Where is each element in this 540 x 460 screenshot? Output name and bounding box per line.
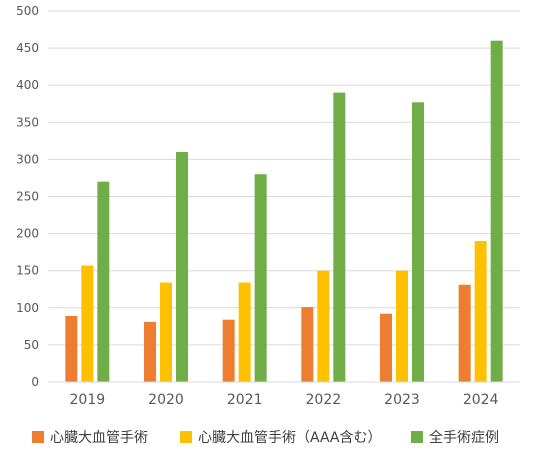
bar-2021-series-2: 心臓大血管手術（AAA含む） 2021: 134 [238,282,251,382]
y-tick-label-300: 300 [16,152,39,166]
y-tick-label-450: 450 [16,41,39,55]
y-tick-label-50: 50 [24,338,39,352]
bar-2022-series-1: 心臓大血管手術 2022: 101 [301,307,314,382]
bar-2024-series-2: 心臓大血管手術（AAA含む） 2024: 190 [474,241,487,382]
bar-2020-series-1: 心臓大血管手術 2020: 81 [144,321,156,382]
bar-2021-series-3: 全手術症例 2021: 280 [254,174,267,382]
x-tick-label-2023: 2023 [384,392,420,408]
legend-swatch-1 [32,431,44,443]
bar-2019-series-3: 全手術症例 2019: 270 [97,181,110,382]
bar-2024-series-3: 全手術症例 2024: 460 [490,40,503,383]
legend-label-1: 心臓大血管手術 [50,430,148,446]
x-tick-label-2020: 2020 [148,392,184,408]
x-axis-category-labels: 2019 2020 2021 2022 2023 2024 [70,392,499,408]
x-tick-label-2022: 2022 [306,392,342,408]
y-tick-label-350: 350 [16,115,39,129]
bar-2023-series-3: 全手術症例 2023: 377 [412,102,424,383]
legend-swatch-3 [411,431,423,443]
bar-2019-series-2: 心臓大血管手術（AAA含む） 2019: 157 [81,265,94,382]
bar-2019-series-1: 心臓大血管手術 2019: 89 [65,315,78,382]
bar-2023-series-1: 心臓大血管手術 2023: 92 [380,313,392,382]
x-tick-label-2021: 2021 [227,392,263,408]
bar-2020-series-2: 心臓大血管手術（AAA含む） 2020: 134 [160,282,172,382]
y-tick-label-250: 250 [16,190,39,204]
bar-2021-series-1: 心臓大血管手術 2021: 84 [222,319,235,382]
bar-2022-series-3: 全手術症例 2022: 390 [333,92,346,383]
y-tick-label-150: 150 [16,264,39,278]
legend: 心臓大血管手術 心臓大血管手術（AAA含む） 全手術症例 [32,429,499,446]
y-tick-label-500: 500 [16,4,39,18]
y-tick-label-200: 200 [16,227,39,241]
legend-label-3: 全手術症例 [429,429,499,446]
y-tick-label-0: 0 [31,375,39,389]
bar-2022-series-2: 心臓大血管手術（AAA含む） 2022: 150 [317,270,330,382]
bar-2024-series-1: 心臓大血管手術 2024: 131 [458,284,471,382]
gridlines [48,10,520,346]
bar-2023-series-2: 心臓大血管手術（AAA含む） 2023: 150 [396,270,408,382]
bars: 心臓大血管手術 2019: 89心臓大血管手術（AAA含む） 2019: 157… [65,40,503,383]
legend-label-2: 心臓大血管手術（AAA含む） [198,430,382,446]
x-tick-label-2019: 2019 [70,392,106,408]
y-tick-label-400: 400 [16,78,39,92]
legend-swatch-2 [180,431,192,443]
x-tick-label-2024: 2024 [463,392,499,408]
y-axis-tick-labels: 0 50 100 150 200 250 300 350 400 450 500 [16,4,39,389]
bar-2020-series-3: 全手術症例 2020: 310 [176,151,188,382]
y-tick-label-100: 100 [16,301,39,315]
